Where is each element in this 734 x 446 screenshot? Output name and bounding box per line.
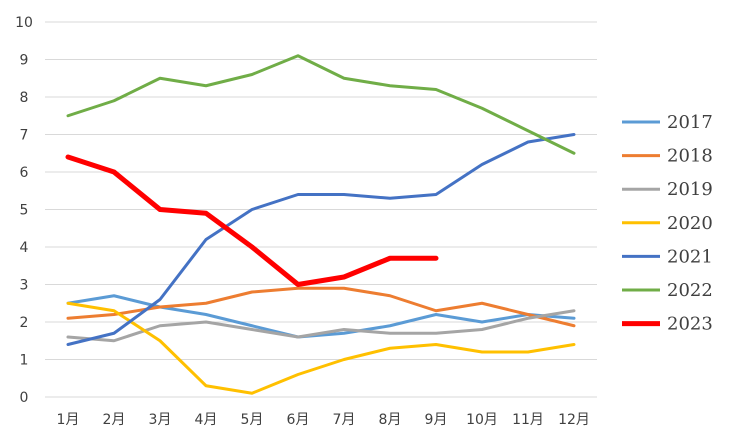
legend-label: 2017 xyxy=(667,112,713,133)
series-line-2023 xyxy=(65,154,439,287)
legend-label: 2019 xyxy=(667,179,713,200)
legend-label: 2018 xyxy=(667,146,713,167)
x-tick-label: 7月 xyxy=(333,412,356,428)
y-axis: 0 1 2 3 4 5 6 7 8 9 10 xyxy=(15,15,33,406)
x-tick-label: 3月 xyxy=(149,412,172,428)
x-tick-label: 12月 xyxy=(558,412,590,428)
legend-item-2023: 2023 xyxy=(622,314,713,335)
y-tick-label: 1 xyxy=(20,353,29,369)
legend: 2017 2018 2019 2020 2021 2022 2023 xyxy=(622,112,713,335)
x-tick-label: 8月 xyxy=(379,412,402,428)
gridlines xyxy=(45,21,597,398)
x-tick-label: 2月 xyxy=(103,412,126,428)
x-tick-label: 1月 xyxy=(57,412,80,428)
legend-label: 2020 xyxy=(667,213,713,234)
series-line-2020 xyxy=(66,301,576,395)
plot-area xyxy=(65,54,576,395)
y-tick-label: 6 xyxy=(20,165,29,181)
legend-label: 2022 xyxy=(667,280,713,301)
y-tick-label: 2 xyxy=(20,315,29,331)
legend-item-2017: 2017 xyxy=(622,112,713,133)
y-tick-label: 10 xyxy=(15,15,33,31)
y-tick-label: 0 xyxy=(20,390,29,406)
x-tick-label: 11月 xyxy=(512,412,544,428)
series-line-2022 xyxy=(66,54,576,155)
y-tick-label: 9 xyxy=(20,53,29,69)
legend-item-2019: 2019 xyxy=(622,179,713,200)
y-tick-label: 4 xyxy=(20,240,29,256)
x-tick-label: 5月 xyxy=(241,412,264,428)
series-line-2019 xyxy=(66,309,576,343)
x-tick-label: 6月 xyxy=(287,412,310,428)
y-tick-label: 8 xyxy=(20,90,29,106)
x-tick-label: 9月 xyxy=(425,412,448,428)
series-line-2018 xyxy=(66,286,576,328)
legend-item-2018: 2018 xyxy=(622,146,713,167)
legend-label: 2023 xyxy=(667,314,713,335)
series-line-2021 xyxy=(66,133,576,346)
x-tick-label: 4月 xyxy=(195,412,218,428)
y-tick-label: 5 xyxy=(20,203,29,219)
legend-item-2022: 2022 xyxy=(622,280,713,301)
x-tick-label: 10月 xyxy=(466,412,498,428)
x-axis: 1月 2月 3月 4月 5月 6月 7月 8月 9月 10月 11月 12月 xyxy=(57,412,590,428)
y-tick-label: 7 xyxy=(20,128,29,144)
legend-item-2021: 2021 xyxy=(622,246,713,267)
y-tick-label: 3 xyxy=(20,278,29,294)
legend-item-2020: 2020 xyxy=(622,213,713,234)
legend-label: 2021 xyxy=(667,246,713,267)
